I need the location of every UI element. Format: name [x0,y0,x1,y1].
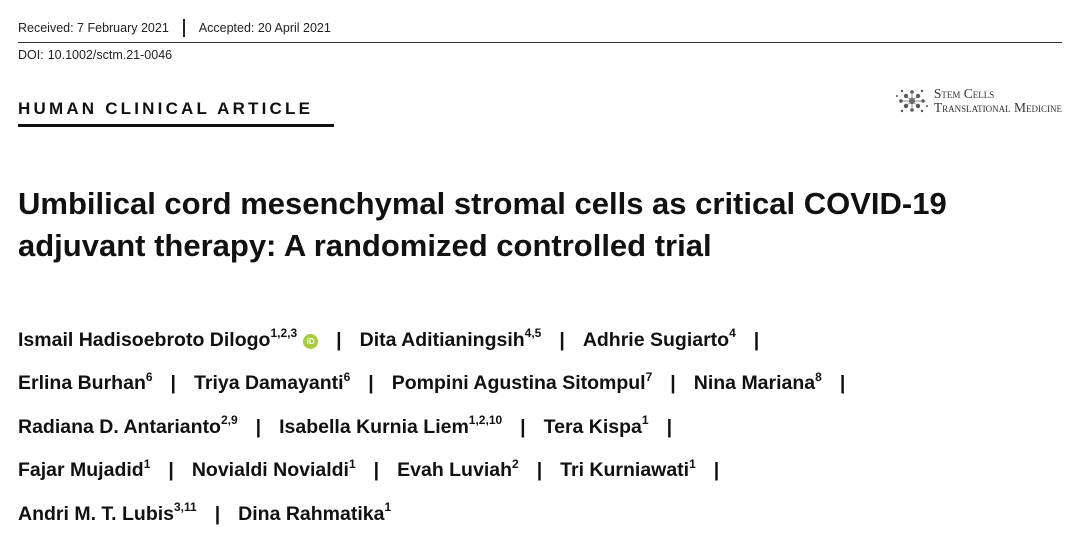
author-separator: | [368,372,374,394]
journal-emblem-icon [895,89,928,113]
author-affiliation: 4,5 [524,326,542,340]
author-separator: | [753,328,760,351]
article-type-underline [18,124,334,127]
author-affiliation: 1 [143,456,151,471]
author-separator: | [168,459,174,481]
author-name-text: Dita Aditianingsih [359,328,525,351]
author-affiliation: 6 [343,369,351,384]
author-name-text: Pompini Agustina Sitompul [391,372,646,394]
author-name-text: Fajar Mujadid [18,459,144,481]
author-name: Fajar Mujadid1 [18,456,151,482]
author-name-text: Radiana D. Antarianto [18,415,221,438]
author-name-text: Tera Kispa [543,415,642,438]
author-affiliation: 6 [145,369,153,384]
author-name-text: Novialdi Novialdi [191,459,349,481]
author-list: Ismail Hadisoebroto Dilogo1,2,3 iD | Dita A… [18,315,1068,533]
author-name: Tri Kurniawati1 [560,456,696,482]
article-title: Umbilical cord mesenchymal stromal cells… [18,186,947,263]
author-name-text: Adhrie Sugiarto [582,328,730,351]
journal-name-line2: Translational Medicine [933,100,1062,115]
author-affiliation: 1 [689,456,696,471]
doi-label: DOI: [18,48,44,62]
header-rule [18,42,1062,43]
accepted-date: Accepted: 20 April 2021 [198,21,331,35]
author-name: Ismail Hadisoebroto Dilogo1,2,3 iD [18,326,319,351]
author-name: Radiana D. Antarianto2,9 [18,413,238,438]
author-separator: | [713,459,720,481]
author-name: Erlina Burhan6 [18,369,153,395]
author-name: Andri M. T. Lubis3,11 [18,500,197,525]
author-separator: | [839,372,846,394]
author-affiliation: 8 [815,369,822,384]
doi-line: DOI: 10.1002/sctm.21-0046 [18,48,172,62]
journal-name-line1: Stem Cells [933,86,995,101]
author-name: Dita Aditianingsih4,5 [359,326,542,351]
author-affiliation: 1 [641,413,649,427]
author-separator: | [255,415,262,438]
author-name-text: Dina Rahmatika [238,502,385,525]
author-name: Nina Mariana8 [693,369,822,395]
author-affiliation: 1,2,10 [468,413,503,427]
doi-link[interactable]: 10.1002/sctm.21-0046 [47,48,173,62]
author-separator: | [666,415,673,438]
author-affiliation: 7 [645,369,653,384]
author-affiliation: 3,11 [174,500,197,514]
author-separator: | [670,372,676,394]
author-separator: | [559,328,565,351]
author-affiliation: 4 [729,326,736,340]
author-separator: | [214,502,221,525]
author-separator: | [520,415,526,438]
author-name-text: Nina Mariana [693,372,816,394]
author-affiliation: 1 [348,456,356,471]
author-separator: | [336,328,342,351]
author-name: Novialdi Novialdi1 [191,456,356,482]
author-affiliation: 1,2,3 [270,326,298,340]
author-affiliation: 2 [512,456,519,471]
author-name: Pompini Agustina Sitompul7 [391,369,653,395]
author-name: Dina Rahmatika1 [238,500,392,525]
author-separator: | [373,459,380,481]
author-name-text: Evah Luviah [397,459,512,481]
author-name-text: Tri Kurniawati [560,459,690,481]
received-date: Received: 7 February 2021 [18,19,185,37]
author-name: Adhrie Sugiarto4 [582,326,736,351]
journal-logo: Stem Cells Translational Medicine [894,84,1062,118]
author-name-text: Triya Damayanti [194,372,344,394]
author-separator: | [170,372,177,394]
journal-name: Stem Cells Translational Medicine [934,87,1062,115]
author-name: Isabella Kurnia Liem1,2,10 [279,413,503,438]
article-type-label: HUMAN CLINICAL ARTICLE [18,99,314,118]
author-name: Tera Kispa1 [543,413,649,438]
orcid-icon[interactable]: iD [303,333,319,349]
author-name-text: Erlina Burhan [18,372,146,394]
article-dates: Received: 7 February 2021 Accepted: 20 A… [18,19,331,37]
author-name-text: Ismail Hadisoebroto Dilogo [18,328,271,351]
author-name-text: Andri M. T. Lubis [18,502,174,525]
author-affiliation: 2,9 [220,413,238,427]
author-name-text: Isabella Kurnia Liem [279,415,469,438]
author-affiliation: 1 [384,500,392,514]
author-name: Triya Damayanti6 [194,369,351,395]
author-separator: | [536,459,543,481]
author-name: Evah Luviah2 [397,456,519,482]
